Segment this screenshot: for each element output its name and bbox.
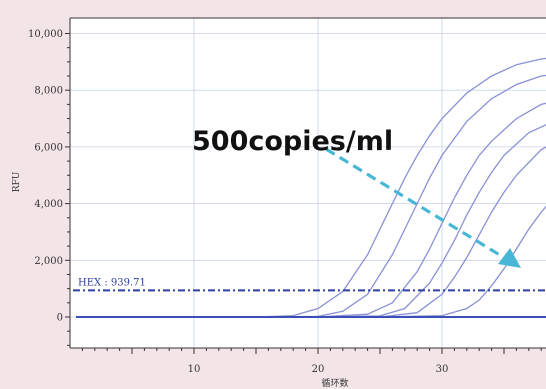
grid-lines [70,18,546,348]
plot-area [70,18,546,348]
arrow-shaft [325,147,509,262]
annotation-arrow [325,147,521,268]
threshold-label: HEX : 939.71 [78,277,146,288]
x-tick-labels: 1020304 [188,364,449,375]
x-axis-title: 循环数 [321,377,348,389]
y-tick-label: 10,000 [28,29,63,40]
y-axis-title: RFU [12,171,22,192]
x-tick-label: 30 [436,364,449,375]
annotation-label: 500copies/ml [192,126,393,157]
x-tick-label: 10 [188,364,201,375]
y-tick-label: 4,000 [34,199,63,210]
axes [65,17,546,354]
y-tick-label: 8,000 [34,86,63,97]
arrow-head [498,248,521,268]
y-tick-label: 0 [57,313,63,324]
y-tick-label: 2,000 [34,256,63,267]
x-tick-label: 20 [312,364,325,375]
y-tick-label: 6,000 [34,142,63,153]
y-tick-labels: 0 2,000 4,000 6,000 8,000 10,000 [28,29,63,324]
